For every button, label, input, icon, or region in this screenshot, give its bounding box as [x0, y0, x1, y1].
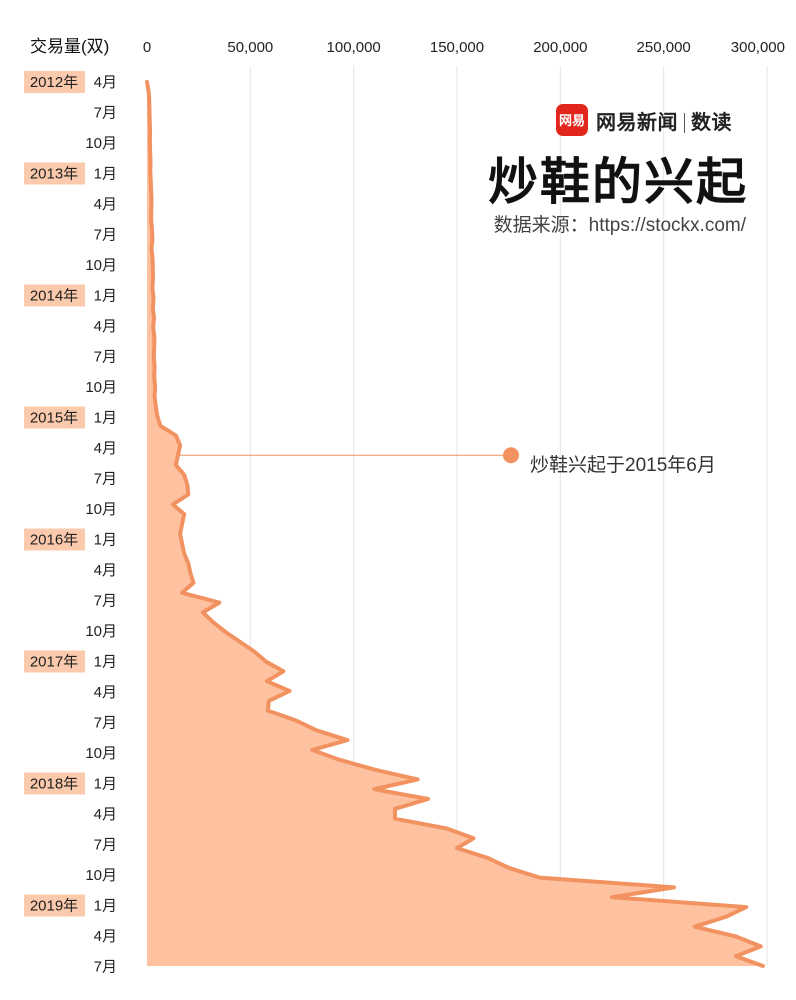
x-tick-label: 150,000: [430, 39, 484, 56]
y-tick-month: 4月: [94, 318, 117, 335]
area-layer: [145, 80, 765, 968]
y-tick-month: 4月: [94, 806, 117, 823]
y-tick-month: 1月: [94, 776, 117, 793]
y-tick-month: 7月: [94, 959, 117, 976]
year-tag-bg: [24, 772, 85, 795]
year-tag-bg: [24, 650, 85, 673]
y-tick-month: 4月: [94, 74, 117, 91]
y-tick-month: 1月: [94, 898, 117, 915]
netease-logo: 网易: [556, 104, 588, 136]
y-tick-month: 10月: [85, 623, 117, 640]
chart-title: 炒鞋的兴起: [488, 154, 748, 210]
x-tick-label: 300,000: [731, 39, 785, 56]
y-tick-month: 4月: [94, 684, 117, 701]
y-tick-month: 7月: [94, 105, 117, 122]
series-area: [147, 82, 763, 966]
y-tick-month: 7月: [94, 837, 117, 854]
x-axis: 0 50,000 100,000 150,000 200,000 250,000 300,0…: [143, 39, 785, 56]
y-tick-month: 1月: [94, 654, 117, 671]
y-tick-year: 2014年: [30, 288, 78, 305]
y-tick-month: 10月: [85, 745, 117, 762]
y-tick-year: 2015年: [30, 410, 78, 427]
y-tick-month: 10月: [85, 379, 117, 396]
year-tag-bg: [24, 71, 85, 93]
brand: 网易 网易新闻 数读: [556, 104, 732, 136]
x-tick-label: 250,000: [637, 39, 691, 56]
year-tag-bg: [24, 406, 85, 429]
y-tick-year: 2016年: [30, 532, 78, 549]
y-tick-month: 4月: [94, 196, 117, 213]
y-tick-month: 1月: [94, 166, 117, 183]
y-tick-year: 2017年: [30, 654, 78, 671]
y-tick-year: 2019年: [30, 898, 78, 915]
year-tag-bg: [24, 284, 85, 307]
y-tick-month: 10月: [85, 135, 117, 152]
y-tick-month: 7月: [94, 593, 117, 610]
y-tick-month: 1月: [94, 288, 117, 305]
year-tag-bg: [24, 528, 85, 551]
y-tick-year: 2012年: [30, 74, 78, 91]
y-tick-month: 1月: [94, 410, 117, 427]
annotation-text: 炒鞋兴起于2015年6月: [530, 455, 716, 476]
y-axis: 4月 2012年 7月 10月 1月 2013年 4月 7月 10月 1月 2014年 4月 7月 10月…: [24, 71, 117, 976]
x-axis-title: 交易量(双): [30, 37, 109, 56]
x-tick-label: 200,000: [533, 39, 587, 56]
x-tick-label: 100,000: [327, 39, 381, 56]
x-tick-label: 50,000: [227, 39, 273, 56]
brand-section: 数读: [691, 111, 732, 134]
y-tick-month: 10月: [85, 867, 117, 884]
year-tag-bg: [24, 894, 85, 917]
y-tick-month: 4月: [94, 928, 117, 945]
y-tick-month: 1月: [94, 532, 117, 549]
y-tick-month: 10月: [85, 501, 117, 518]
brand-divider: [684, 113, 685, 134]
y-tick-month: 7月: [94, 227, 117, 244]
annotation-dot: [503, 447, 519, 464]
annotation-layer: [178, 447, 519, 464]
data-source: 数据来源：https://stockx.com/: [493, 215, 746, 236]
y-tick-month: 7月: [94, 715, 117, 732]
year-tag-bg: [24, 162, 85, 185]
y-tick-month: 7月: [94, 349, 117, 366]
y-tick-year: 2013年: [30, 166, 78, 183]
y-tick-month: 10月: [85, 257, 117, 274]
brand-name: 网易新闻: [596, 111, 678, 134]
x-tick-label: 0: [143, 39, 151, 56]
y-tick-month: 4月: [94, 562, 117, 579]
y-tick-month: 4月: [94, 440, 117, 457]
series-line: [145, 80, 765, 968]
y-tick-month: 7月: [94, 471, 117, 488]
y-tick-year: 2018年: [30, 776, 78, 793]
